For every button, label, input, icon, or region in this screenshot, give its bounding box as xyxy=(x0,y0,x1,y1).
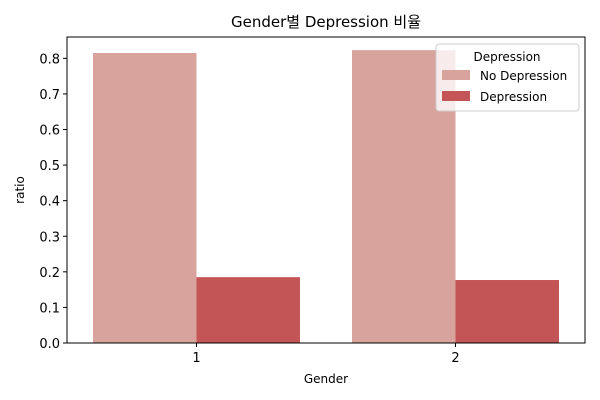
y-tick-label: 0.0 xyxy=(39,337,60,352)
bar-depression xyxy=(455,280,559,343)
x-axis-label: Gender xyxy=(304,372,348,386)
chart-title: Gender별 Depression 비율 xyxy=(231,13,421,31)
legend-entry-label: Depression xyxy=(480,90,547,104)
legend-swatch xyxy=(442,91,470,101)
bar-depression xyxy=(196,277,300,343)
plot-frame xyxy=(66,36,586,344)
legend-entry-label: No Depression xyxy=(480,69,567,83)
y-tick-label: 0.4 xyxy=(39,195,60,210)
legend: Depression No Depression Depression xyxy=(435,43,580,112)
legend-title: Depression xyxy=(473,50,540,64)
y-tick-label: 0.7 xyxy=(39,88,60,103)
x-tick-label: 1 xyxy=(192,351,200,366)
bars-group xyxy=(93,50,559,344)
y-tick-label: 0.3 xyxy=(39,230,60,245)
bar-no-depression xyxy=(93,53,197,343)
y-tick-label: 0.5 xyxy=(39,159,60,174)
legend-swatch xyxy=(442,70,470,80)
legend-box xyxy=(435,43,580,112)
y-tick-label: 0.6 xyxy=(39,124,60,139)
y-tick-label: 0.1 xyxy=(39,301,60,316)
y-tick-label: 0.8 xyxy=(39,52,60,67)
y-axis-label: ratio xyxy=(13,176,27,204)
y-axis: 0.0 0.1 0.2 0.3 0.4 0.5 0.6 0.7 0.8 xyxy=(39,52,67,352)
x-tick-label: 2 xyxy=(451,351,459,366)
y-tick-label: 0.2 xyxy=(39,266,60,281)
